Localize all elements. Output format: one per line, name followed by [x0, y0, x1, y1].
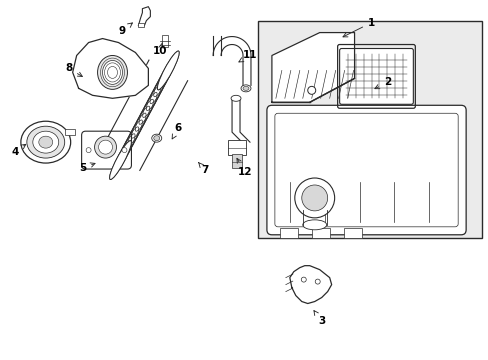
Text: 5: 5: [79, 163, 95, 173]
Polygon shape: [73, 39, 148, 98]
Ellipse shape: [21, 121, 71, 163]
FancyBboxPatch shape: [81, 131, 131, 169]
Ellipse shape: [151, 134, 162, 142]
Text: 4: 4: [11, 144, 26, 157]
Circle shape: [122, 148, 127, 153]
Bar: [258, 21, 481, 238]
Ellipse shape: [153, 136, 160, 141]
Ellipse shape: [99, 140, 112, 154]
Ellipse shape: [302, 220, 326, 230]
Text: 3: 3: [313, 311, 325, 327]
Text: 7: 7: [198, 162, 208, 175]
Ellipse shape: [230, 95, 241, 101]
Bar: [279, 228, 297, 238]
Ellipse shape: [102, 60, 122, 84]
Text: 11: 11: [239, 50, 257, 62]
Text: 10: 10: [153, 43, 167, 55]
Polygon shape: [271, 32, 354, 102]
Circle shape: [86, 148, 91, 153]
Ellipse shape: [241, 85, 250, 92]
Circle shape: [315, 279, 320, 284]
Polygon shape: [289, 266, 331, 303]
Bar: [138, 23, 144, 27]
Bar: [343, 228, 361, 238]
Text: 1: 1: [342, 18, 374, 37]
Ellipse shape: [157, 51, 179, 90]
Bar: [227, 140, 245, 155]
Bar: [311, 228, 329, 238]
Text: 6: 6: [172, 123, 182, 139]
Circle shape: [301, 277, 305, 282]
Circle shape: [307, 86, 315, 94]
Text: 12: 12: [237, 158, 252, 177]
Ellipse shape: [33, 131, 59, 153]
Circle shape: [301, 185, 327, 211]
FancyBboxPatch shape: [339, 49, 412, 104]
Text: 9: 9: [119, 23, 132, 36]
Text: 2: 2: [374, 77, 390, 89]
Ellipse shape: [39, 136, 53, 148]
Text: 8: 8: [65, 63, 82, 76]
Bar: [64, 129, 75, 135]
Bar: [162, 35, 168, 46]
FancyBboxPatch shape: [266, 105, 465, 235]
Ellipse shape: [243, 86, 248, 90]
Ellipse shape: [94, 136, 116, 158]
Ellipse shape: [109, 141, 131, 180]
Circle shape: [294, 178, 334, 218]
Bar: [232, 154, 242, 168]
Ellipse shape: [98, 55, 127, 89]
Ellipse shape: [27, 126, 64, 158]
